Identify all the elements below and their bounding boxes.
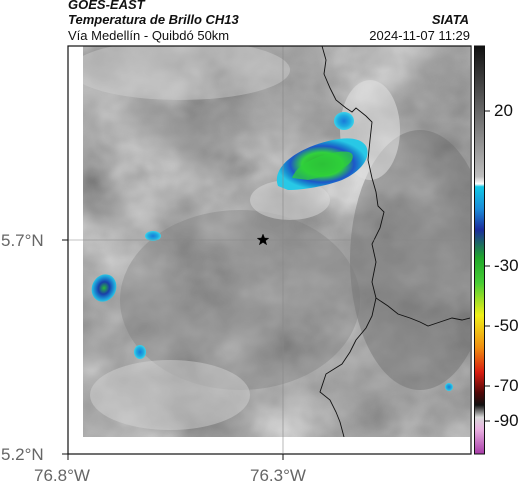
- storm-cell-north: [334, 112, 354, 130]
- storm-cell-west: [91, 274, 117, 302]
- storm-cell-small-1: [145, 231, 161, 241]
- convective-storm-main: [276, 138, 368, 190]
- department-border: [319, 46, 385, 437]
- storm-cell-small-2: [134, 345, 146, 359]
- lat-tick-label: 5.7°N: [1, 231, 44, 250]
- lon-tick-label: 76.3°W: [250, 466, 306, 485]
- product-title: Temperatura de Brillo CH13: [68, 12, 239, 27]
- timestamp-label: 2024-11-07 11:29: [369, 28, 470, 43]
- brightness-field: [83, 46, 470, 437]
- source-label: SIATA: [431, 12, 469, 27]
- location-star-icon: [256, 233, 270, 246]
- satellite-title: GOES-EAST: [68, 0, 145, 12]
- colorbar: [474, 45, 490, 455]
- storm-cell-small-3: [445, 383, 453, 391]
- colorbar-tick-label: -30: [494, 256, 519, 275]
- lat-tick-label: 5.2°N: [1, 445, 44, 464]
- colorbar-tick-label: -50: [494, 316, 519, 335]
- region-subtitle: Vía Medellín - Quibdó 50km: [68, 28, 230, 43]
- colorbar-tick-label: 20: [494, 101, 513, 120]
- map-frame: [67, 45, 472, 455]
- colorbar-tick-label: -70: [494, 376, 519, 395]
- lon-tick-label: 76.8°W: [34, 466, 90, 485]
- municipal-border: [375, 297, 470, 327]
- colorbar-tick-label: -90: [494, 411, 519, 430]
